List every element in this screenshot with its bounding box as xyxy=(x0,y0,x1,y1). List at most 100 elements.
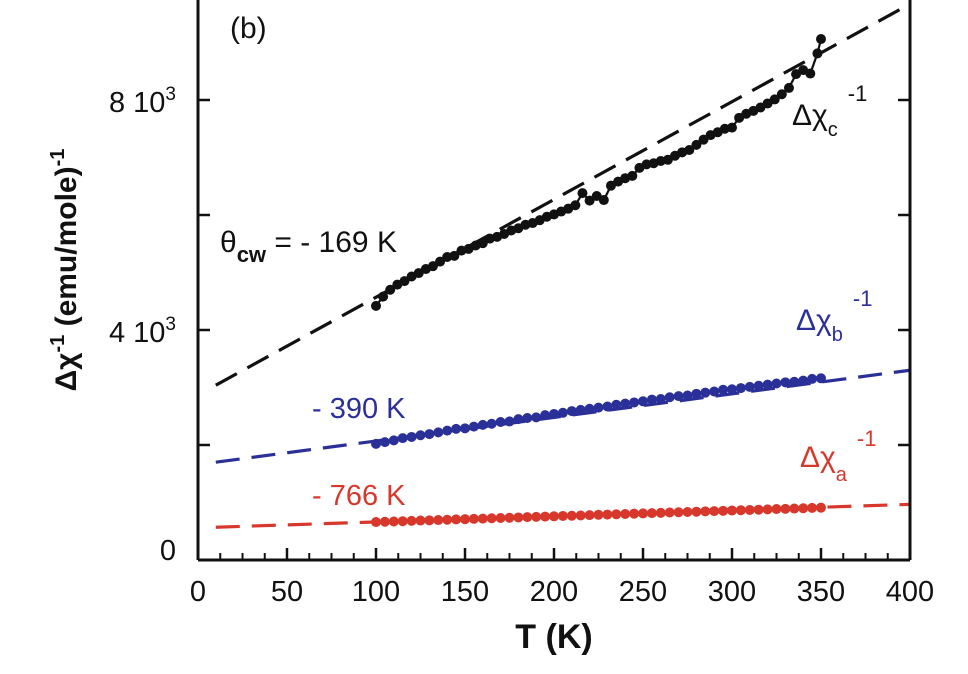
y-tick-exponent: 3 xyxy=(165,314,176,335)
series-b-point xyxy=(655,394,666,404)
series-b-point xyxy=(566,406,577,417)
series-b-point xyxy=(388,435,399,446)
series-a-point xyxy=(504,512,515,523)
series-b-point xyxy=(460,423,470,434)
plot-area xyxy=(215,2,911,529)
x-tick-label: 50 xyxy=(271,576,303,608)
series-a-point xyxy=(371,517,381,528)
series-b-point xyxy=(798,375,809,386)
series-b-point xyxy=(682,390,693,401)
series-c-point xyxy=(805,68,816,79)
series-c-point xyxy=(769,94,780,105)
y-tick-mantissa: 8 10 xyxy=(109,87,165,119)
x-axis-title: T (K) xyxy=(515,618,592,656)
series-a-theta-label: - 766 K xyxy=(312,480,406,512)
series-b-point xyxy=(557,407,568,418)
series-b-point xyxy=(691,388,702,399)
x-tick-label: 150 xyxy=(441,576,489,608)
x-tick-label: 350 xyxy=(797,576,845,608)
series-b-point xyxy=(709,386,720,397)
series-a-point xyxy=(486,513,497,524)
series-b-point xyxy=(451,423,462,434)
series-b-point xyxy=(593,402,604,413)
series-c-point xyxy=(684,145,695,156)
series-a-point xyxy=(780,503,791,514)
series-c-point xyxy=(570,200,581,211)
series-c-line xyxy=(375,38,823,307)
series-c-point xyxy=(776,89,787,100)
series-a-point xyxy=(629,508,640,519)
series-a-point xyxy=(602,509,613,520)
series-a-point xyxy=(638,508,648,519)
series-a-label-sup: -1 xyxy=(857,426,877,451)
series-b-point xyxy=(406,431,417,442)
series-c-point xyxy=(427,261,438,272)
series-c-point xyxy=(371,300,381,311)
series-b-point xyxy=(584,403,595,414)
y-axis-title-suffix: (emu/mole) xyxy=(50,166,83,334)
x-tick-label: 250 xyxy=(619,576,667,608)
series-a-point xyxy=(620,509,631,519)
series-a-point xyxy=(477,513,488,524)
x-tick-label: 0 xyxy=(190,576,206,608)
series-b-point xyxy=(504,416,515,427)
y-axis-title-prefix: Δχ xyxy=(50,352,83,392)
series-c-point xyxy=(378,291,389,302)
y-tick-label: 8 103 xyxy=(109,84,176,119)
series-b-point xyxy=(762,379,773,390)
y-axis-title: Δχ-1 (emu/mole)-1 xyxy=(47,149,83,392)
x-tick-label: 200 xyxy=(530,576,578,608)
series-b-point xyxy=(424,429,435,440)
series-a-point xyxy=(611,509,622,520)
series-c-theta-text: = - 169 K xyxy=(266,226,397,259)
series-c-label-sub: c xyxy=(828,119,838,141)
axis-ticks xyxy=(196,98,912,562)
series-c-point xyxy=(812,48,823,59)
series-a-point xyxy=(584,510,595,521)
series-a-point xyxy=(798,503,809,514)
series-b-point xyxy=(442,425,453,436)
y-axis-title-exponent: -1 xyxy=(47,335,69,353)
series-b-point xyxy=(700,387,711,398)
x-tick-label: 300 xyxy=(708,576,756,608)
series-a-point xyxy=(816,502,826,513)
x-tick-label: 400 xyxy=(886,576,934,608)
series-c-point xyxy=(691,139,702,150)
series-b-point xyxy=(486,418,497,429)
series-b-point xyxy=(513,414,524,425)
series-c-point xyxy=(577,188,588,199)
series-a-point xyxy=(566,510,577,521)
series-a-point xyxy=(744,504,755,515)
series-a-point xyxy=(691,506,702,517)
series-b-label-sub: b xyxy=(832,324,843,346)
series-a-point xyxy=(549,511,559,522)
series-a-point xyxy=(664,507,675,518)
x-tick-labels: 0 50 100 150 200 250 300 350 400 xyxy=(190,576,934,608)
series-a-point xyxy=(540,511,551,522)
series-b-point xyxy=(575,404,586,415)
series-a-point xyxy=(379,516,390,527)
series-b-point xyxy=(727,384,737,395)
series-b-label: Δχb -1 xyxy=(796,286,872,346)
series-b-point xyxy=(397,433,408,444)
series-b-label-base: Δχ xyxy=(796,304,832,337)
series-a-point xyxy=(442,514,453,525)
series-b-theta-label: - 390 K xyxy=(312,393,406,425)
series-c-theta-label: θcw = - 169 K xyxy=(220,226,397,267)
series-a-point xyxy=(531,511,542,522)
series-c-point xyxy=(698,134,709,145)
series-c-point xyxy=(449,250,460,261)
series-b-point xyxy=(780,377,791,388)
series-a-point xyxy=(700,506,711,517)
series-a-point xyxy=(735,505,746,516)
series-c-point xyxy=(385,284,396,295)
series-c-point xyxy=(727,122,737,133)
series-b-point xyxy=(718,384,729,395)
series-a-point xyxy=(593,509,604,520)
y-tick-exponent: 3 xyxy=(165,84,176,105)
series-c-label-base: Δχ xyxy=(792,99,828,132)
series-b-point xyxy=(816,373,826,384)
series-b-label-sup: -1 xyxy=(853,286,873,311)
series-a-point xyxy=(513,512,524,523)
